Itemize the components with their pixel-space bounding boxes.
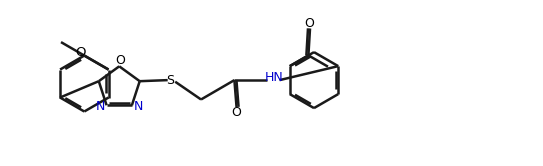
Text: O: O xyxy=(75,46,86,59)
Text: N: N xyxy=(96,100,105,113)
Text: O: O xyxy=(231,106,241,119)
Text: S: S xyxy=(166,74,174,87)
Text: HN: HN xyxy=(265,72,283,84)
Text: O: O xyxy=(305,17,314,30)
Text: N: N xyxy=(134,100,143,113)
Text: O: O xyxy=(115,54,125,67)
